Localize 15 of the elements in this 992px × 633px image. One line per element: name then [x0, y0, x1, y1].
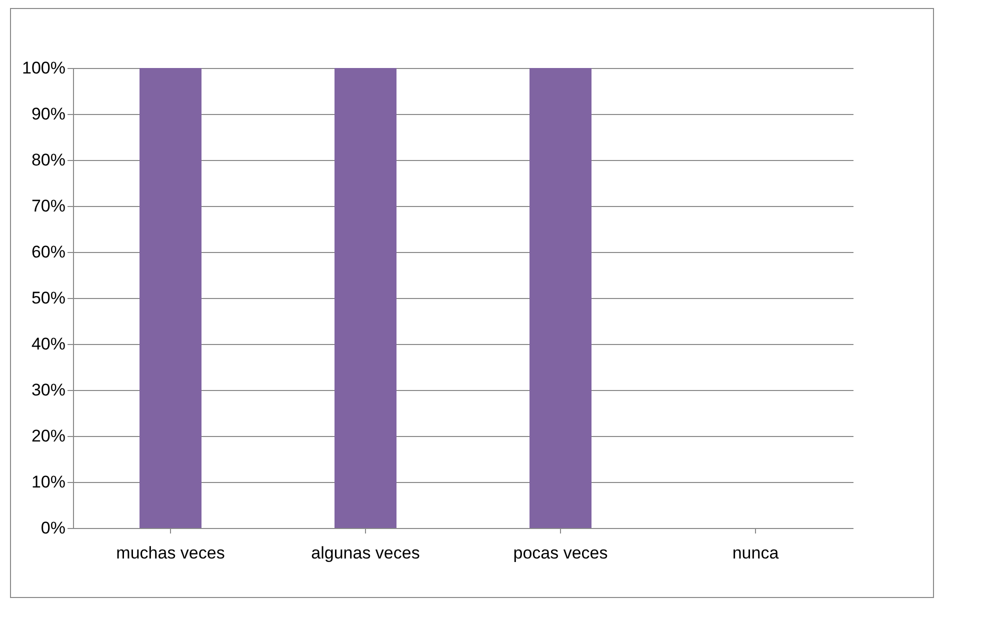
y-tick-label: 80% — [31, 150, 66, 170]
y-tick-label: 30% — [31, 380, 66, 400]
y-tick-label: 40% — [31, 334, 66, 354]
y-tick-label: 70% — [31, 196, 66, 216]
y-tick-label: 100% — [22, 58, 66, 78]
x-tick-label: muchas veces — [116, 544, 225, 562]
y-tick-label: 10% — [31, 472, 66, 492]
x-tick-label: pocas veces — [513, 544, 608, 562]
y-tick-label: 60% — [31, 242, 66, 262]
x-tick-label: nunca — [732, 544, 780, 562]
y-tick-label: 90% — [31, 104, 66, 124]
y-tick-label: 0% — [40, 518, 66, 538]
x-tick-label: algunas veces — [311, 544, 420, 562]
y-tick-label: 50% — [31, 288, 66, 308]
y-tick-label: 20% — [31, 426, 66, 446]
